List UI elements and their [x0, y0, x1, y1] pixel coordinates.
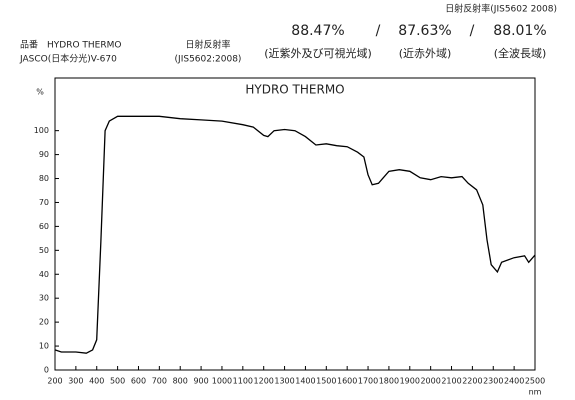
- x-tick-label: 2500: [525, 377, 545, 386]
- x-tick-label: 2100: [441, 377, 461, 386]
- method-standard: (JIS5602:2008): [175, 55, 242, 65]
- x-tick-label: 2000: [420, 377, 440, 386]
- x-tick-label: 800: [173, 377, 188, 386]
- chart-title: HYDRO THERMO: [245, 83, 344, 97]
- x-tick-label: 300: [68, 377, 83, 386]
- instrument: JASCO(日本分光)V-670: [19, 53, 117, 65]
- x-tick-label: 500: [110, 377, 125, 386]
- y-tick-label: 20: [39, 318, 49, 327]
- standard-title: 日射反射率(JIS5602 2008): [445, 3, 557, 15]
- method: 日射反射率: [185, 39, 230, 51]
- separator: /: [376, 23, 381, 39]
- y-tick-label: 30: [39, 294, 49, 303]
- y-tick-label: 40: [39, 270, 49, 279]
- y-tick-label: 10: [39, 342, 49, 351]
- y-tick-label: 80: [39, 174, 49, 183]
- x-tick-label: 200: [47, 377, 62, 386]
- result-range: (近赤外域): [399, 47, 452, 60]
- product: 品番 HYDRO THERMO: [20, 39, 121, 51]
- x-tick-label: 1600: [337, 377, 357, 386]
- x-unit: nm: [529, 388, 542, 397]
- result-value: 88.01%: [493, 23, 546, 39]
- x-tick-label: 1900: [400, 377, 420, 386]
- x-tick-label: 1100: [233, 377, 253, 386]
- y-tick-label: 60: [39, 222, 49, 231]
- y-tick-label: 90: [39, 150, 49, 159]
- result-range: (全波長域): [494, 46, 547, 60]
- plot-frame: [54, 77, 536, 371]
- x-tick-label: 2200: [462, 377, 482, 386]
- y-unit: %: [36, 88, 44, 97]
- x-tick-label: 1400: [295, 377, 315, 386]
- x-tick-label: 1800: [379, 377, 399, 386]
- x-tick-label: 600: [131, 377, 146, 386]
- x-tick-label: 1300: [274, 377, 294, 386]
- spectrum-line: [54, 115, 536, 354]
- x-tick-label: 400: [89, 377, 104, 386]
- result-value: 87.63%: [398, 23, 451, 39]
- x-tick-label: 900: [193, 377, 208, 386]
- y-tick-label: 70: [39, 198, 49, 207]
- x-tick-label: 1500: [316, 377, 336, 386]
- separator: /: [470, 23, 475, 39]
- y-tick-label: 50: [39, 246, 49, 255]
- x-tick-label: 700: [152, 377, 167, 386]
- result-range: (近紫外及び可視光域): [264, 46, 372, 60]
- y-tick-label: 100: [34, 126, 49, 135]
- x-tick-label: 2400: [504, 377, 524, 386]
- x-tick-label: 2300: [483, 377, 503, 386]
- y-tick-label: 0: [44, 366, 49, 375]
- x-tick-label: 1000: [212, 377, 232, 386]
- x-tick-label: 1700: [358, 377, 378, 386]
- x-tick-label: 1200: [254, 377, 274, 386]
- result-value: 88.47%: [291, 23, 344, 39]
